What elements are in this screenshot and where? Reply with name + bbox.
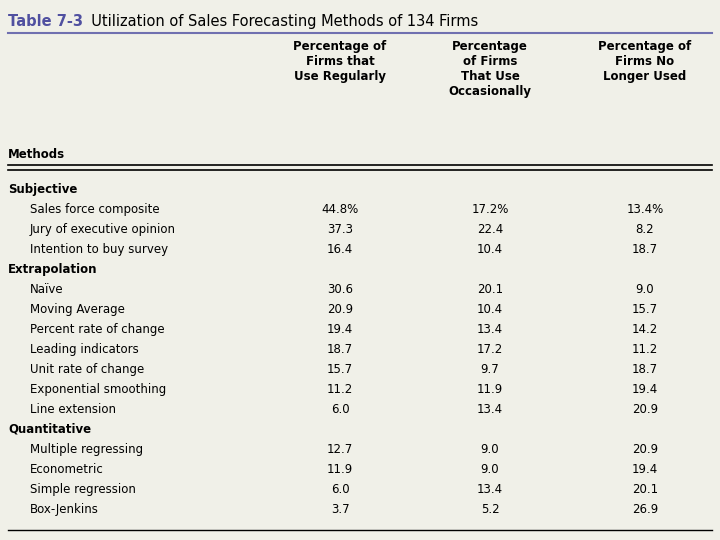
Text: Percent rate of change: Percent rate of change (30, 323, 165, 336)
Text: 18.7: 18.7 (327, 343, 353, 356)
Text: 30.6: 30.6 (327, 283, 353, 296)
Text: Intention to buy survey: Intention to buy survey (30, 243, 168, 256)
Text: 15.7: 15.7 (632, 303, 658, 316)
Text: 9.0: 9.0 (481, 463, 499, 476)
Text: 6.0: 6.0 (330, 403, 349, 416)
Text: Subjective: Subjective (8, 183, 77, 196)
Text: Moving Average: Moving Average (30, 303, 125, 316)
Text: 11.2: 11.2 (632, 343, 658, 356)
Text: 13.4: 13.4 (477, 483, 503, 496)
Text: Jury of executive opinion: Jury of executive opinion (30, 223, 176, 236)
Text: Multiple regressing: Multiple regressing (30, 443, 143, 456)
Text: 44.8%: 44.8% (321, 203, 359, 216)
Text: 8.2: 8.2 (636, 223, 654, 236)
Text: 14.2: 14.2 (632, 323, 658, 336)
Text: 9.0: 9.0 (636, 283, 654, 296)
Text: 15.7: 15.7 (327, 363, 353, 376)
Text: 20.1: 20.1 (477, 283, 503, 296)
Text: Naïve: Naïve (30, 283, 63, 296)
Text: 19.4: 19.4 (327, 323, 353, 336)
Text: 10.4: 10.4 (477, 243, 503, 256)
Text: 18.7: 18.7 (632, 363, 658, 376)
Text: Quantitative: Quantitative (8, 423, 91, 436)
Text: 13.4: 13.4 (477, 323, 503, 336)
Text: Unit rate of change: Unit rate of change (30, 363, 144, 376)
Text: Sales force composite: Sales force composite (30, 203, 160, 216)
Text: 3.7: 3.7 (330, 503, 349, 516)
Text: Utilization of Sales Forecasting Methods of 134 Firms: Utilization of Sales Forecasting Methods… (82, 14, 478, 29)
Text: Extrapolation: Extrapolation (8, 263, 97, 276)
Text: Econometric: Econometric (30, 463, 104, 476)
Text: Line extension: Line extension (30, 403, 116, 416)
Text: 12.7: 12.7 (327, 443, 353, 456)
Text: 37.3: 37.3 (327, 223, 353, 236)
Text: 11.9: 11.9 (327, 463, 353, 476)
Text: 10.4: 10.4 (477, 303, 503, 316)
Text: 16.4: 16.4 (327, 243, 353, 256)
Text: 17.2%: 17.2% (472, 203, 509, 216)
Text: 19.4: 19.4 (632, 463, 658, 476)
Text: 11.2: 11.2 (327, 383, 353, 396)
Text: 20.9: 20.9 (632, 443, 658, 456)
Text: Exponential smoothing: Exponential smoothing (30, 383, 166, 396)
Text: 18.7: 18.7 (632, 243, 658, 256)
Text: 19.4: 19.4 (632, 383, 658, 396)
Text: 22.4: 22.4 (477, 223, 503, 236)
Text: 6.0: 6.0 (330, 483, 349, 496)
Text: Simple regression: Simple regression (30, 483, 136, 496)
Text: 20.1: 20.1 (632, 483, 658, 496)
Text: Percentage of
Firms No
Longer Used: Percentage of Firms No Longer Used (598, 40, 692, 83)
Text: 5.2: 5.2 (481, 503, 499, 516)
Text: Leading indicators: Leading indicators (30, 343, 139, 356)
Text: Percentage of
Firms that
Use Regularly: Percentage of Firms that Use Regularly (293, 40, 387, 83)
Text: 13.4%: 13.4% (626, 203, 664, 216)
Text: 26.9: 26.9 (632, 503, 658, 516)
Text: 20.9: 20.9 (632, 403, 658, 416)
Text: 13.4: 13.4 (477, 403, 503, 416)
Text: Table 7-3: Table 7-3 (8, 14, 83, 29)
Text: Methods: Methods (8, 148, 65, 161)
Text: 20.9: 20.9 (327, 303, 353, 316)
Text: Percentage
of Firms
That Use
Occasionally: Percentage of Firms That Use Occasionall… (449, 40, 531, 98)
Text: Box-Jenkins: Box-Jenkins (30, 503, 99, 516)
Text: 9.7: 9.7 (481, 363, 500, 376)
Text: 11.9: 11.9 (477, 383, 503, 396)
Text: 17.2: 17.2 (477, 343, 503, 356)
Text: 9.0: 9.0 (481, 443, 499, 456)
